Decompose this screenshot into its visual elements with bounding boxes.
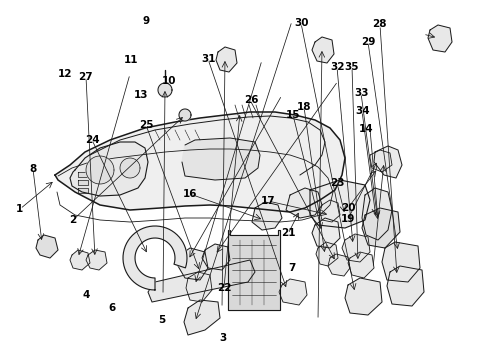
Polygon shape <box>78 180 88 185</box>
Polygon shape <box>123 226 187 290</box>
Text: 11: 11 <box>124 55 139 66</box>
Text: 17: 17 <box>261 196 276 206</box>
Polygon shape <box>345 278 382 315</box>
Polygon shape <box>86 156 114 184</box>
Text: 31: 31 <box>201 54 216 64</box>
Polygon shape <box>374 146 402 178</box>
Text: 29: 29 <box>361 37 376 48</box>
Text: 15: 15 <box>286 110 300 120</box>
Polygon shape <box>70 142 148 196</box>
Text: 33: 33 <box>354 88 369 98</box>
Polygon shape <box>387 266 424 306</box>
Text: 14: 14 <box>359 124 374 134</box>
Polygon shape <box>316 242 338 266</box>
Polygon shape <box>328 254 350 276</box>
Text: 13: 13 <box>134 90 148 100</box>
Polygon shape <box>428 25 452 52</box>
Text: 20: 20 <box>341 203 355 213</box>
Polygon shape <box>70 250 90 270</box>
Text: 22: 22 <box>217 283 232 293</box>
Text: 35: 35 <box>344 62 359 72</box>
Text: 6: 6 <box>108 303 115 313</box>
Polygon shape <box>148 260 255 302</box>
Text: 23: 23 <box>330 178 344 188</box>
Text: 24: 24 <box>85 135 99 145</box>
Text: 25: 25 <box>139 120 153 130</box>
Polygon shape <box>382 242 420 282</box>
Text: 18: 18 <box>296 102 311 112</box>
Polygon shape <box>216 47 237 72</box>
Polygon shape <box>348 252 374 278</box>
Polygon shape <box>120 158 140 178</box>
Polygon shape <box>202 244 230 270</box>
Polygon shape <box>342 234 370 262</box>
Text: 9: 9 <box>143 16 149 26</box>
Polygon shape <box>286 188 322 218</box>
Polygon shape <box>158 83 172 97</box>
Text: 30: 30 <box>294 18 309 28</box>
Text: 7: 7 <box>288 263 295 273</box>
Polygon shape <box>362 188 392 240</box>
Polygon shape <box>179 109 191 121</box>
Polygon shape <box>86 250 107 270</box>
Text: 28: 28 <box>372 19 387 30</box>
Polygon shape <box>310 180 370 228</box>
Text: 8: 8 <box>30 164 37 174</box>
Polygon shape <box>182 138 260 180</box>
Text: 27: 27 <box>78 72 93 82</box>
Polygon shape <box>78 188 88 193</box>
Polygon shape <box>228 230 280 310</box>
Text: 34: 34 <box>355 106 370 116</box>
Text: 32: 32 <box>330 62 344 72</box>
Polygon shape <box>178 248 208 280</box>
Text: 21: 21 <box>281 228 295 238</box>
Text: 2: 2 <box>69 215 76 225</box>
Polygon shape <box>312 37 334 63</box>
Polygon shape <box>252 202 282 230</box>
Text: 5: 5 <box>158 315 165 325</box>
Polygon shape <box>370 150 392 172</box>
Polygon shape <box>78 172 88 177</box>
Text: 4: 4 <box>82 290 90 300</box>
Polygon shape <box>36 235 58 258</box>
Text: 26: 26 <box>244 95 258 105</box>
Text: 12: 12 <box>57 69 72 79</box>
Polygon shape <box>312 218 340 248</box>
Text: 19: 19 <box>341 214 355 224</box>
Polygon shape <box>55 112 345 212</box>
Polygon shape <box>362 208 400 248</box>
Text: 3: 3 <box>220 333 226 343</box>
Text: 10: 10 <box>162 76 176 86</box>
Text: 1: 1 <box>16 204 23 214</box>
Polygon shape <box>184 300 220 335</box>
Polygon shape <box>320 200 340 222</box>
Polygon shape <box>186 272 212 302</box>
Text: 16: 16 <box>183 189 197 199</box>
Polygon shape <box>279 279 307 305</box>
